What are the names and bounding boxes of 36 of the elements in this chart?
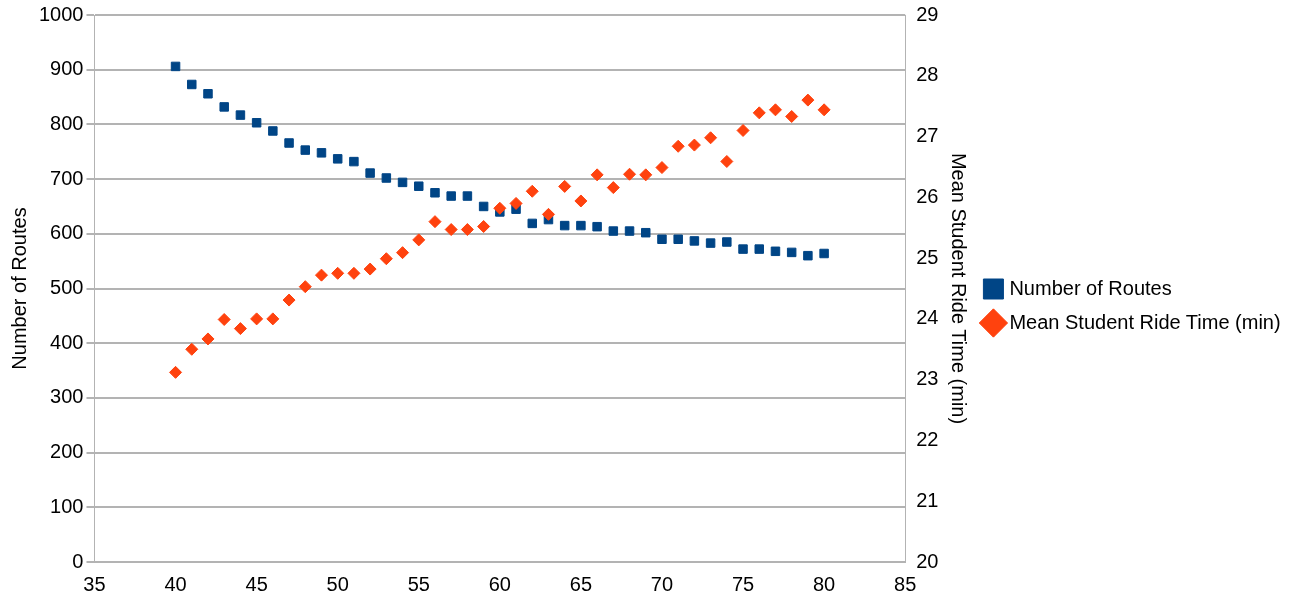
x-tick-label: 85: [894, 572, 917, 595]
y-tick-label: 400: [50, 330, 84, 353]
x-tick-label: 60: [488, 572, 511, 595]
y2-tick-label: 29: [916, 2, 939, 25]
x-tick-label: 65: [569, 572, 593, 595]
y-tick-label: 100: [50, 494, 84, 517]
x-tick-label: 55: [407, 572, 430, 595]
y2-tick-label: 27: [916, 124, 939, 147]
y-tick-label: 200: [50, 440, 84, 463]
y2-tick-label: 25: [916, 245, 939, 268]
x-tick-label: 40: [164, 572, 187, 595]
x-tick-label: 80: [812, 572, 836, 595]
y2-tick-label: 24: [916, 306, 939, 329]
y-tick-label: 1000: [38, 2, 84, 25]
y-axis-title: Number of Routes: [7, 207, 30, 370]
x-tick-label: 70: [650, 572, 674, 595]
x-tick-label: 75: [731, 572, 755, 595]
y2-tick-label: 20: [916, 549, 939, 572]
y-tick-label: 700: [50, 166, 84, 189]
legend-label: Mean Student Ride Time (min): [1009, 310, 1281, 333]
x-tick-label: 45: [245, 572, 268, 595]
y2-tick-label: 26: [916, 184, 939, 207]
y2-tick-label: 28: [916, 63, 939, 86]
y-tick-label: 900: [50, 57, 84, 80]
y2-tick-label: 23: [916, 367, 939, 390]
x-tick-label: 35: [83, 572, 106, 595]
x-tick-label: 50: [326, 572, 349, 595]
y-tick-label: 600: [50, 221, 84, 244]
y-tick-label: 500: [50, 276, 84, 299]
y2-tick-label: 21: [916, 488, 939, 511]
y-tick-label: 800: [50, 111, 84, 134]
y2-axis-title: Mean Student Ride Time (min): [947, 152, 970, 425]
legend-label: Number of Routes: [1009, 276, 1172, 299]
y2-tick-label: 22: [916, 427, 939, 450]
y-tick-label: 300: [50, 385, 84, 408]
y-tick-label: 0: [72, 549, 84, 572]
